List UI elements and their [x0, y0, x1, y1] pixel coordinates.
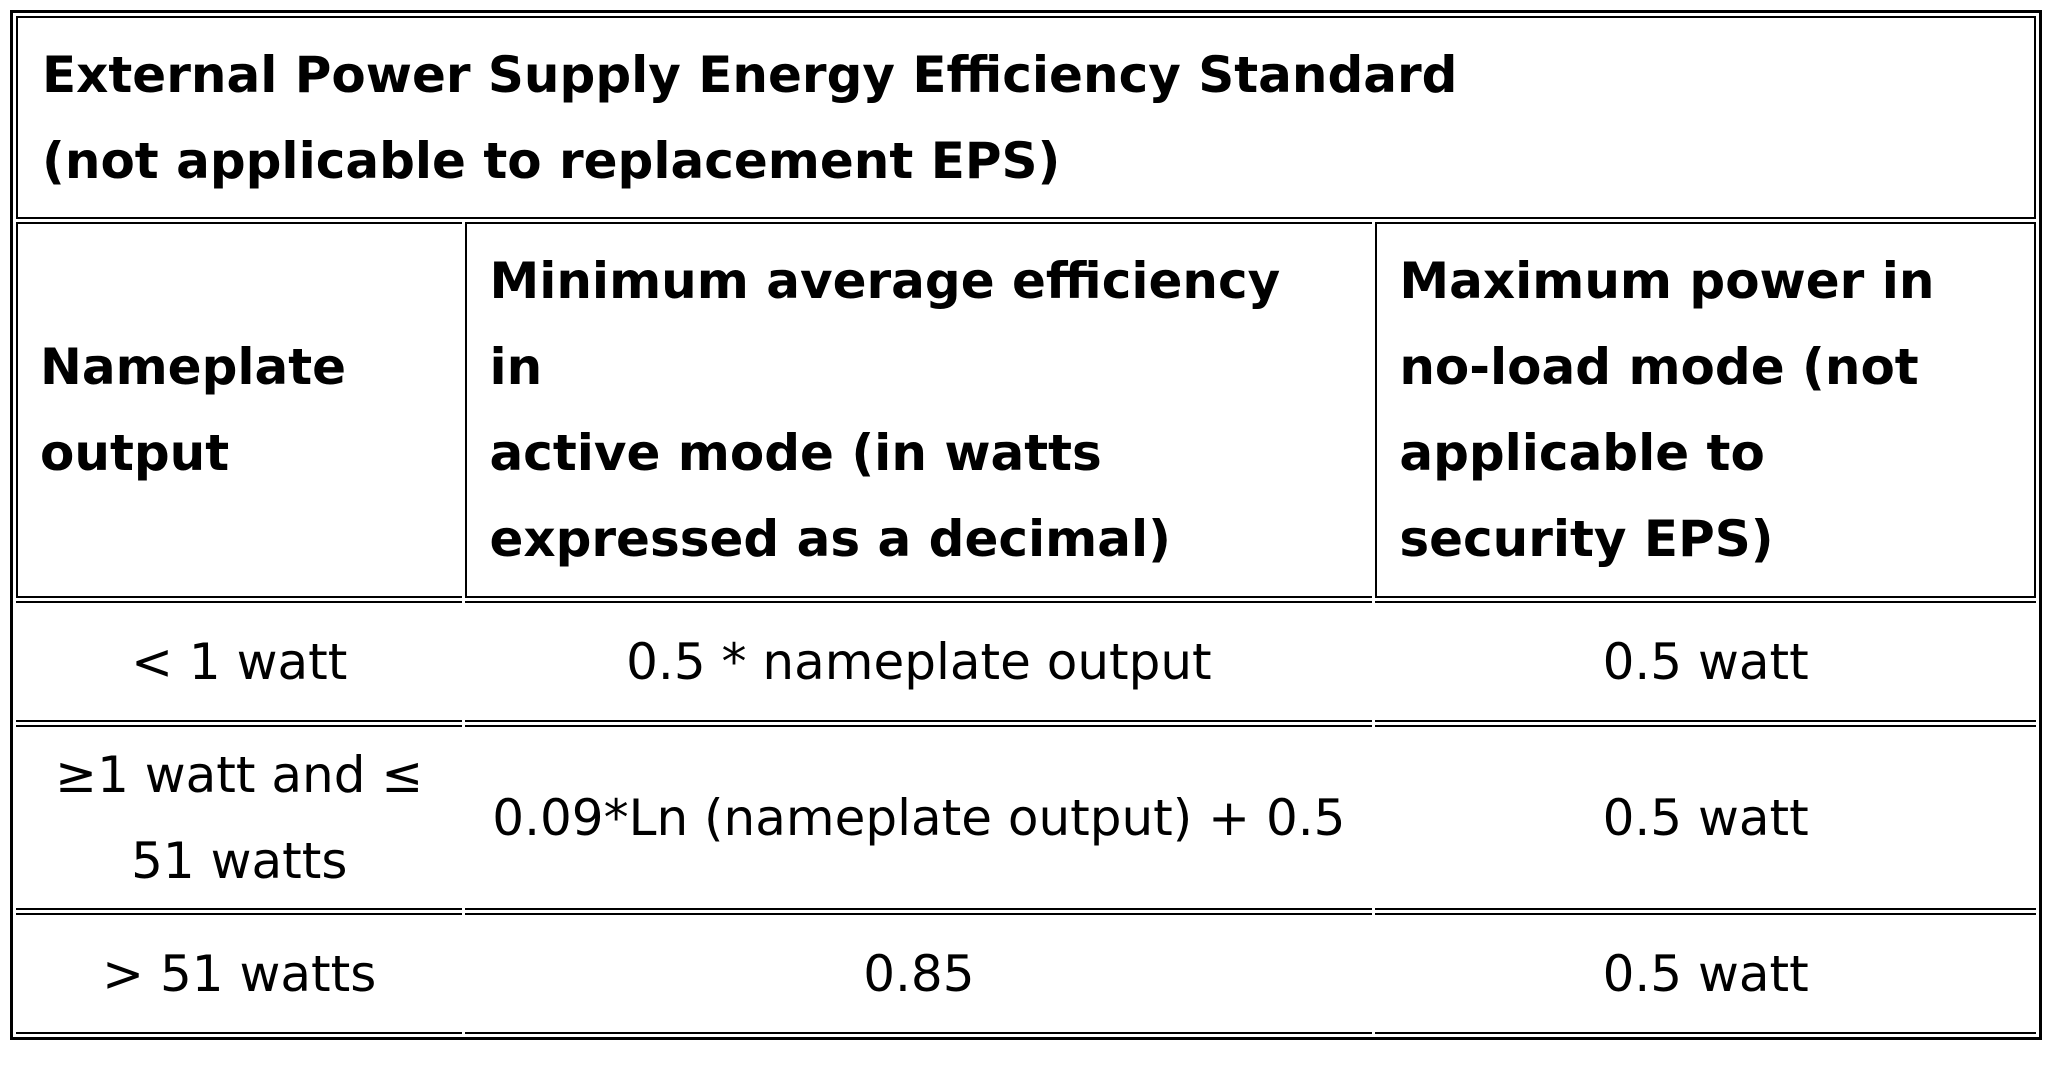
cell-nameplate-range-3: > 51 watts — [16, 913, 463, 1034]
eps-efficiency-table: External Power Supply Energy Efficiency … — [10, 10, 2042, 1040]
cell-no-load-power-1: 0.5 watt — [1375, 601, 2036, 722]
column-header-nameplate-output: Nameplate output — [16, 222, 463, 598]
column-header-maximum-no-load-power: Maximum power in no-load mode (not appli… — [1375, 222, 2036, 598]
table-title-row: External Power Supply Energy Efficiency … — [16, 16, 2036, 219]
table-row: < 1 watt 0.5 * nameplate output 0.5 watt — [16, 601, 2036, 722]
cell-nameplate-range-1: < 1 watt — [16, 601, 463, 722]
cell-no-load-power-3: 0.5 watt — [1375, 913, 2036, 1034]
column-header-minimum-average-efficiency: Minimum average efficiency in active mod… — [465, 222, 1373, 598]
cell-efficiency-formula-2: 0.09*Ln (nameplate output) + 0.5 — [465, 725, 1373, 910]
table-row: ≥1 watt and ≤ 51 watts 0.09*Ln (nameplat… — [16, 725, 2036, 910]
cell-nameplate-range-2: ≥1 watt and ≤ 51 watts — [16, 725, 463, 910]
table-header-row: Nameplate output Minimum average efficie… — [16, 222, 2036, 598]
cell-efficiency-formula-1: 0.5 * nameplate output — [465, 601, 1373, 722]
table-title: External Power Supply Energy Efficiency … — [16, 16, 2036, 219]
table-row: > 51 watts 0.85 0.5 watt — [16, 913, 2036, 1034]
cell-no-load-power-2: 0.5 watt — [1375, 725, 2036, 910]
cell-efficiency-formula-3: 0.85 — [465, 913, 1373, 1034]
